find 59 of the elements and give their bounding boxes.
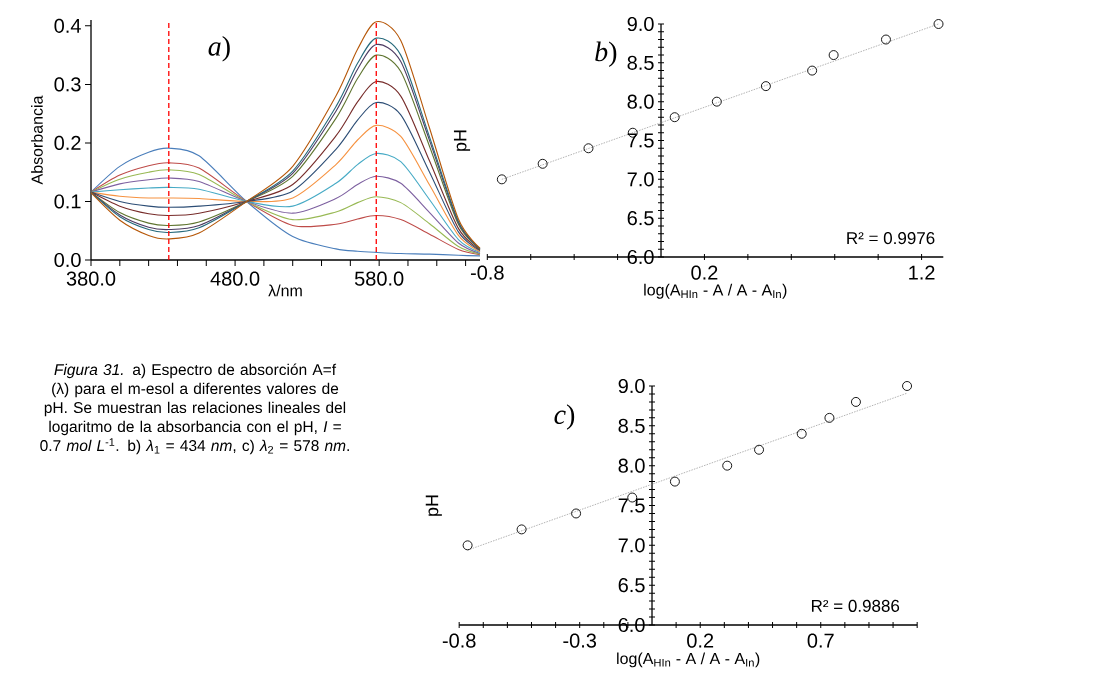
y-tick-label: 9.0 [618, 378, 645, 394]
y-tick-label: 8.5 [627, 55, 654, 70]
y-tick-label: 0.4 [54, 18, 81, 33]
y-tick-label: 0.0 [54, 252, 81, 268]
point [496, 174, 507, 185]
y-axis-title: Absorbancia [31, 95, 43, 185]
y-tick-label: 0.3 [54, 77, 81, 92]
y-tick-label: 0.2 [54, 135, 81, 150]
point [583, 143, 594, 154]
y-tick-label: 6.5 [618, 578, 645, 593]
y-tick-label: 8.5 [618, 418, 645, 433]
point [850, 396, 861, 407]
y-tick-label: 0.1 [54, 194, 81, 209]
point [902, 381, 912, 391]
x-tick-label: 0.2 [687, 633, 714, 648]
y-tick-label: 9.0 [627, 16, 654, 32]
y-tick-label: 7.5 [627, 133, 654, 148]
point [516, 524, 527, 535]
point [754, 444, 764, 455]
point [722, 460, 733, 471]
x-tick-label: -0.3 [563, 633, 597, 648]
point [824, 412, 835, 423]
point [462, 540, 473, 551]
x-tick-label: 380.0 [66, 271, 116, 286]
point [669, 476, 680, 487]
point [933, 19, 944, 29]
x-axis-title: λ/nm [268, 284, 302, 297]
point [807, 65, 818, 76]
y-tick-label: 7.0 [618, 538, 645, 553]
x-tick-label: 1.2 [909, 265, 935, 280]
point [796, 428, 807, 439]
y-tick-label: 7.5 [618, 498, 645, 513]
point [571, 508, 582, 519]
point [760, 81, 771, 92]
point [537, 158, 548, 169]
y-tick-label: 8.0 [618, 458, 645, 473]
x-tick-label: 0.7 [807, 633, 834, 648]
x-axis-title: log(A$_{HIn}$ - A / A - A$_{In}$) [644, 283, 787, 299]
y-axis-title: pH [425, 495, 442, 516]
annotation: R² = 0.9976 [847, 232, 935, 245]
point [881, 34, 891, 45]
x-tick-label: 0.2 [691, 265, 718, 280]
point [669, 112, 680, 123]
x-tick-label: 580.0 [354, 271, 404, 286]
x-axis-title: log(A$_{HIn}$ - A / A - A$_{In}$) [617, 652, 760, 668]
annotation: b) [595, 41, 617, 67]
x-tick-label: -0.8 [442, 633, 476, 648]
y-tick-label: 7.0 [627, 172, 654, 187]
y-tick-label: 8.0 [627, 94, 654, 109]
annotation: R² = 0.9886 [811, 599, 900, 612]
point [828, 50, 839, 61]
text: Figura 31. a) Espectro de absorción A=f (λ) para el m-esol a diferentes valores de pH. Se muestran las relaciones lineales del logaritmo de la absorbancia con el pH, I = 0.7 mol L$^{-1}$. b) λ$_{1}$ = 434 nm, c) λ$_{2}$ = 578 nm. [40, 363, 349, 455]
x-tick-label: -0.8 [470, 265, 504, 280]
x-tick-label: 480.0 [210, 271, 260, 286]
annotation: c) [554, 404, 575, 430]
annotation: a) [208, 36, 230, 62]
y-tick-label: 6.5 [627, 211, 654, 226]
y-axis-title: pH [453, 130, 471, 151]
point [711, 96, 722, 107]
